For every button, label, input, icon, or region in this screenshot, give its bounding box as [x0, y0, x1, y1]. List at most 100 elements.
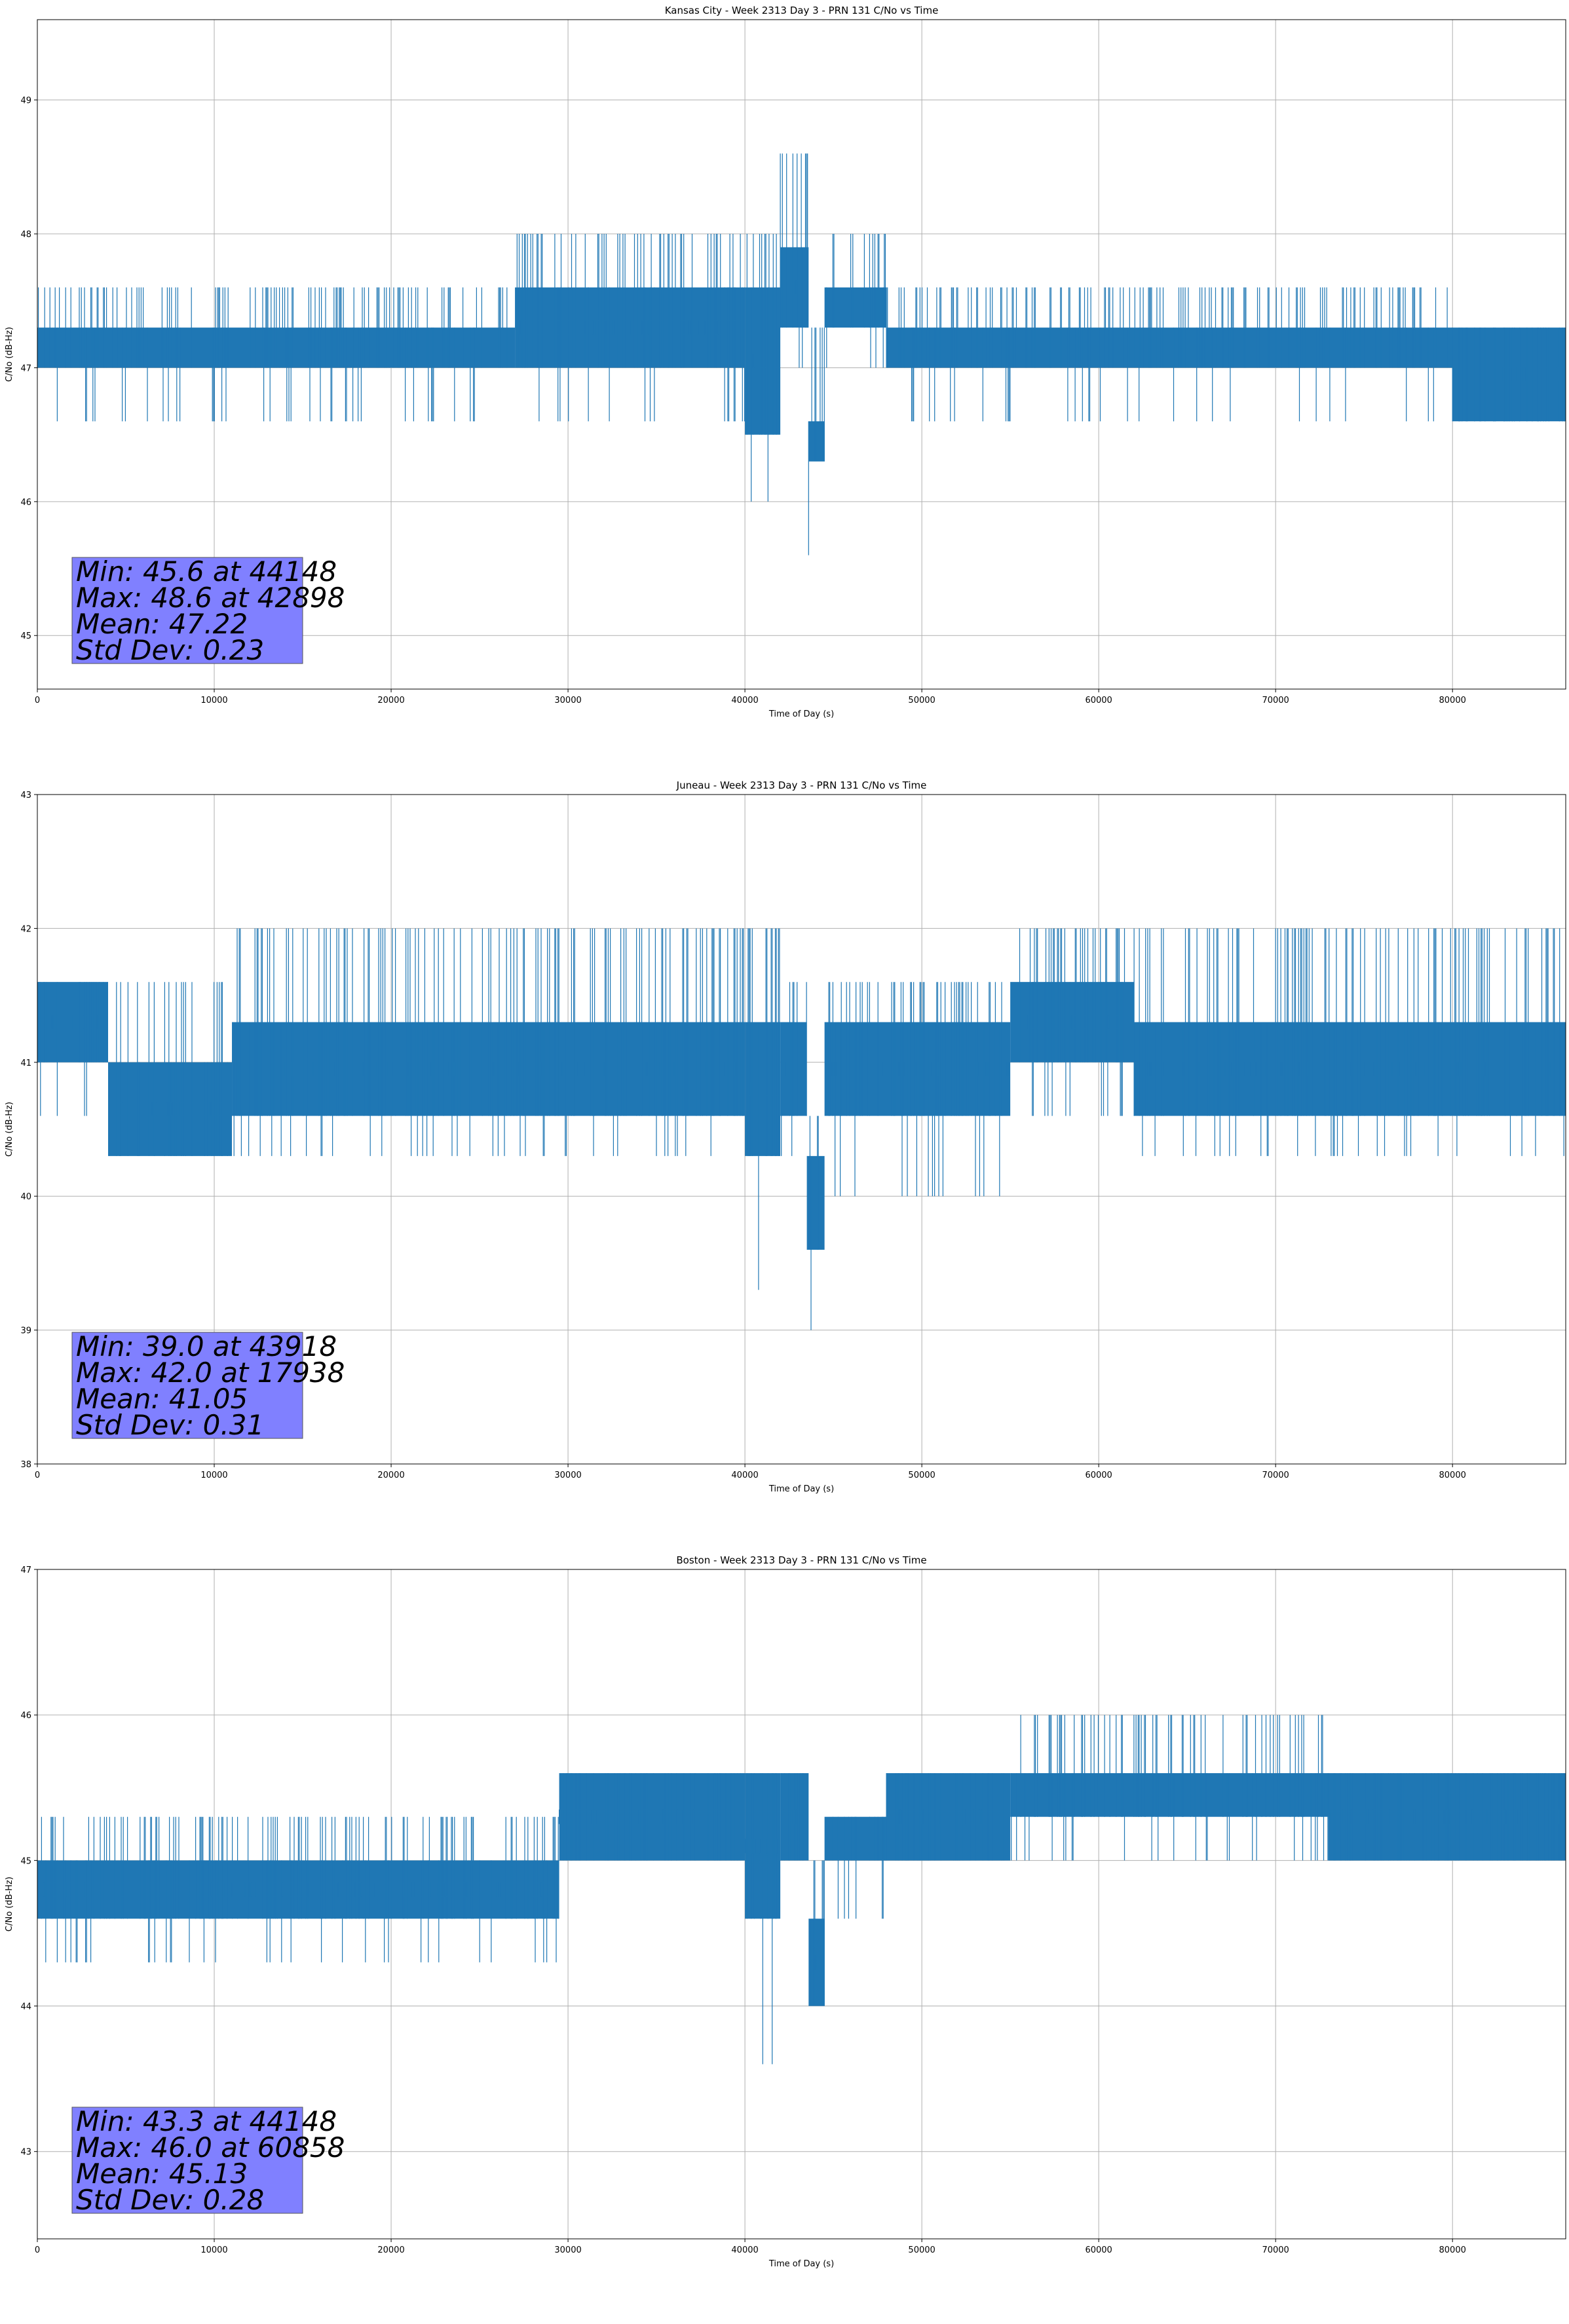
chart-boston: Boston - Week 2313 Day 3 - PRN 131 C/No … [5, 1554, 1566, 2269]
stats-line-0: Min: 39.0 at 43918 [76, 1330, 337, 1362]
stats-box-background [71, 1332, 303, 1439]
plot-frame [37, 794, 1566, 1465]
x-tick-label-80000: 80000 [1439, 2245, 1466, 2255]
trace-spikes-5 [826, 234, 886, 368]
trace-band-1 [559, 1773, 746, 1861]
x-tick-label-20000: 20000 [377, 1471, 404, 1480]
trace-spikes-0 [41, 1816, 559, 1962]
trace-band-8 [1134, 1022, 1566, 1116]
stats-line-1: Max: 46.0 at 60858 [76, 2131, 345, 2164]
trace-spikes-4 [813, 1860, 825, 2006]
trace-spikes-8 [1133, 928, 1566, 1156]
x-tick-label-70000: 70000 [1262, 1471, 1289, 1480]
y-axis-label: C/No (dB-Hz) [5, 1877, 14, 1932]
trace-spikes-0 [38, 287, 508, 422]
trace-spikes-3 [780, 153, 808, 368]
stats-line-1: Max: 48.6 at 42898 [76, 582, 345, 614]
trace-spikes-4 [781, 982, 807, 1156]
chart-title: Juneau - Week 2313 Day 3 - PRN 131 C/No … [676, 779, 927, 791]
y-tick-label-41: 41 [20, 1059, 31, 1068]
trace-spikes-1 [559, 1773, 741, 1861]
x-tick-label-60000: 60000 [1085, 1471, 1112, 1480]
x-tick-label-80000: 80000 [1439, 696, 1466, 705]
trace-band-5 [806, 1155, 825, 1250]
plot-frame [37, 19, 1566, 690]
stats-line-2: Mean: 45.13 [76, 2158, 248, 2190]
trace-band-2 [745, 287, 781, 435]
trace-band-6 [824, 1022, 1011, 1116]
trace-spikes-7 [1011, 1715, 1329, 1861]
x-tick-label-50000: 50000 [908, 1471, 935, 1480]
trace-spikes-5 [832, 1816, 886, 1919]
stats-line-2: Mean: 41.05 [76, 1383, 248, 1415]
x-tick-label-10000: 10000 [200, 696, 227, 705]
stats-line-3: Std Dev: 0.31 [76, 1409, 264, 1441]
x-axis-label: Time of Day (s) [768, 1484, 834, 1494]
x-tick-label-40000: 40000 [731, 1471, 758, 1480]
x-tick-label-50000: 50000 [908, 696, 935, 705]
trace-band-3 [780, 247, 809, 328]
y-tick-label-43: 43 [20, 791, 31, 800]
x-tick-label-0: 0 [35, 1471, 40, 1480]
y-tick-label-44: 44 [20, 2002, 31, 2012]
y-tick-label-48: 48 [20, 230, 31, 240]
stats-line-0: Min: 43.3 at 44148 [76, 2105, 337, 2137]
x-tick-label-70000: 70000 [1262, 696, 1289, 705]
y-tick-label-42: 42 [20, 924, 31, 934]
trace-spikes-4 [808, 328, 825, 555]
chart-panel-juneau: Juneau - Week 2313 Day 3 - PRN 131 C/No … [0, 775, 1569, 1549]
stats-line-3: Std Dev: 0.28 [76, 2184, 264, 2216]
trace-spikes-6 [886, 287, 1448, 422]
y-tick-label-43: 43 [20, 2148, 31, 2158]
chart-kansas-city: Kansas City - Week 2313 Day 3 - PRN 131 … [5, 5, 1566, 719]
trace-spikes-7 [1452, 328, 1565, 422]
trace-band-3 [745, 1022, 781, 1156]
x-tick-label-40000: 40000 [731, 2245, 758, 2255]
trace-spikes-2 [746, 234, 777, 502]
x-tick-label-60000: 60000 [1085, 2245, 1112, 2255]
x-tick-label-30000: 30000 [554, 696, 581, 705]
series-c-no-trace [37, 928, 1566, 1330]
trace-spikes-1 [516, 234, 746, 422]
y-axis: 43 44 45 46 47 [20, 1565, 37, 2158]
trace-spikes-2 [233, 928, 744, 1156]
chart-panel-kansas-city: Kansas City - Week 2313 Day 3 - PRN 131 … [0, 0, 1569, 774]
trace-spikes-2 [744, 1773, 778, 2065]
series-c-no-trace [37, 1715, 1566, 2065]
x-axis: 0 10000 20000 30000 40000 50000 60000 70000 8000… [35, 2239, 1466, 2255]
y-tick-label-38: 38 [20, 1460, 31, 1470]
x-tick-label-60000: 60000 [1085, 696, 1112, 705]
x-tick-label-80000: 80000 [1439, 1471, 1466, 1480]
x-tick-label-0: 0 [35, 696, 40, 705]
y-tick-label-45: 45 [20, 1856, 31, 1866]
trace-spikes-6 [828, 982, 1010, 1197]
chart-juneau: Juneau - Week 2313 Day 3 - PRN 131 C/No … [5, 779, 1566, 1494]
x-tick-label-30000: 30000 [554, 2245, 581, 2255]
y-axis-label: C/No (dB-Hz) [5, 327, 14, 382]
x-tick-label-10000: 10000 [200, 2245, 227, 2255]
chart-title: Kansas City - Week 2313 Day 3 - PRN 131 … [665, 5, 939, 16]
plot-frame [37, 1569, 1566, 2240]
y-tick-label-39: 39 [20, 1326, 31, 1336]
trace-spikes-3 [781, 1773, 804, 1861]
trace-spikes-1 [109, 982, 228, 1156]
y-tick-label-45: 45 [20, 631, 31, 641]
stats-line-0: Min: 45.6 at 44148 [76, 555, 337, 588]
stats-line-2: Mean: 47.22 [76, 608, 248, 640]
y-tick-label-40: 40 [20, 1192, 31, 1202]
trace-spikes-0 [38, 982, 108, 1116]
x-tick-label-40000: 40000 [731, 696, 758, 705]
x-tick-label-70000: 70000 [1262, 2245, 1289, 2255]
stats-line-3: Std Dev: 0.23 [76, 634, 264, 666]
trace-spikes-8 [1328, 1773, 1564, 1861]
x-axis: 0 10000 20000 30000 40000 50000 60000 70000 8000… [35, 689, 1466, 705]
x-tick-label-0: 0 [35, 2245, 40, 2255]
trace-spikes-6 [886, 1773, 1004, 1861]
stats-line-1: Max: 42.0 at 17938 [76, 1357, 345, 1389]
x-tick-label-30000: 30000 [554, 1471, 581, 1480]
x-axis-label: Time of Day (s) [768, 2259, 834, 2269]
x-tick-label-50000: 50000 [908, 2245, 935, 2255]
x-tick-label-20000: 20000 [377, 2245, 404, 2255]
